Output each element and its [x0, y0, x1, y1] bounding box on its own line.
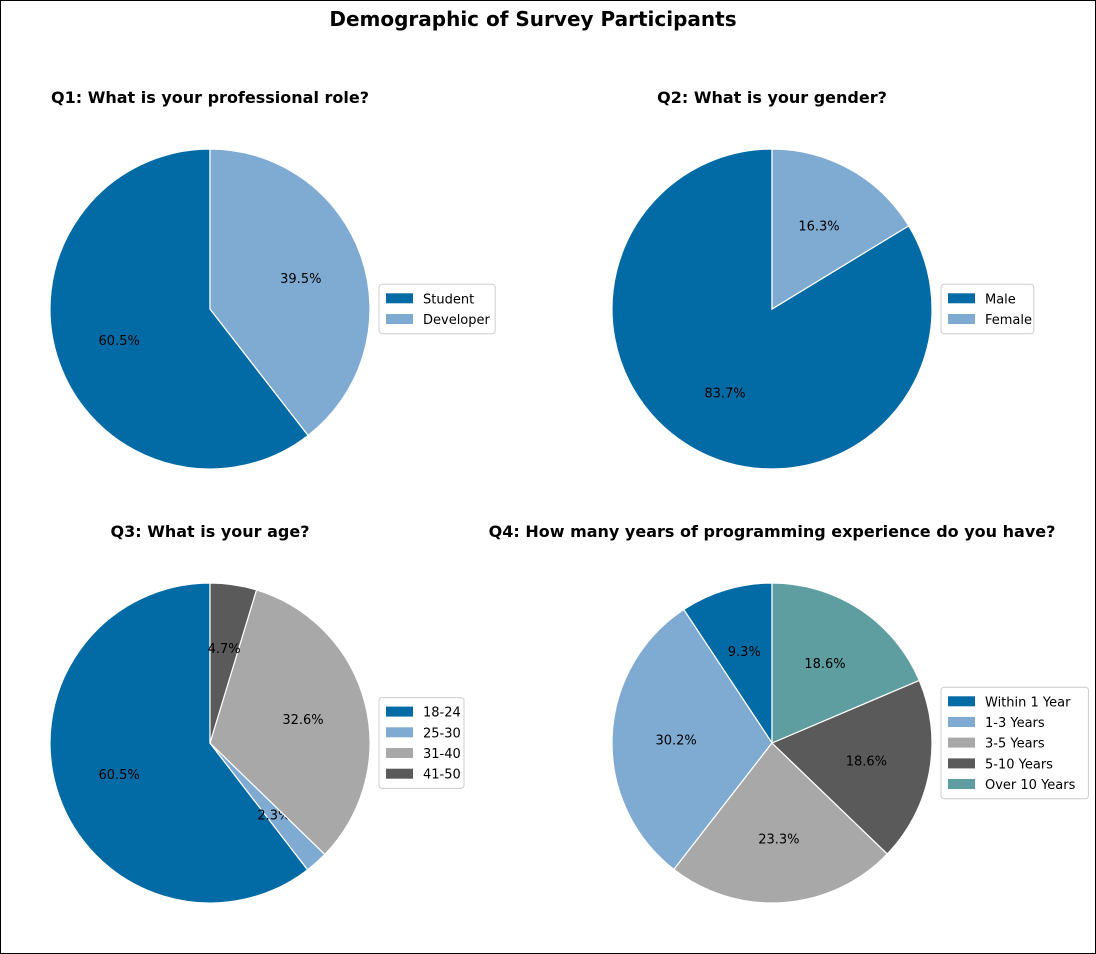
pie-chart-title: Q1: What is your professional role?	[51, 88, 369, 107]
pie-slice-percent-label: 18.6%	[846, 754, 887, 769]
pie-slice-developer	[209, 148, 371, 437]
legend: 18-24 25-30 31-40 41-50	[378, 697, 465, 789]
pie-slice-percent-label: 60.5%	[99, 334, 140, 349]
legend-entry: Female	[985, 313, 1032, 328]
legend-box	[378, 697, 465, 789]
pie-slice-female	[771, 148, 910, 311]
legend-entry: Within 1 Year	[985, 695, 1071, 710]
legend-entry: 31-40	[423, 747, 461, 762]
pie-slice-percent-label: 18.6%	[804, 657, 845, 672]
legend-swatch	[948, 758, 975, 769]
pie-chart-4: Q4: How many years of programming experi…	[489, 522, 1089, 904]
pie-slice-3-5-years	[673, 742, 889, 904]
legend-swatch	[948, 293, 975, 304]
legend-swatch	[386, 727, 413, 738]
legend-entry: Student	[423, 292, 474, 307]
legend: Within 1 Year 1-3 Years 3-5 Years 5-10 Year…	[940, 686, 1089, 800]
pie-chart-1: Q1: What is your professional role? 60.5%…	[49, 88, 496, 470]
legend-box	[940, 686, 1089, 800]
legend-swatch	[386, 706, 413, 717]
pie-slice-student	[49, 148, 309, 470]
legend-swatch	[386, 748, 413, 758]
pie-slice-percent-label: 60.5%	[98, 768, 139, 783]
legend-swatch	[948, 717, 975, 727]
figure-title: Demographic of Survey Participants	[329, 7, 737, 31]
pie-chart-title: Q3: What is your age?	[111, 522, 310, 541]
pie-slice-18-24	[49, 582, 309, 904]
legend-swatch	[386, 768, 413, 779]
legend-entry: 5-10 Years	[985, 757, 1053, 772]
pie-slice-percent-label: 39.5%	[280, 272, 321, 287]
legend-swatch	[948, 696, 975, 707]
pie-chart-2: Q2: What is your gender? 83.7% 16.3% Male Fe…	[611, 88, 1035, 470]
pie-slice-5-10-years	[770, 679, 933, 855]
legend-swatch	[948, 779, 975, 789]
legend-swatch	[948, 737, 975, 748]
pie-chart-title: Q4: How many years of programming experi…	[489, 522, 1056, 541]
legend-entry: 41-50	[423, 768, 461, 783]
legend-entry: 3-5 Years	[985, 737, 1045, 752]
pie-slice-31-40	[209, 589, 371, 856]
pie-slice-percent-label: 16.3%	[798, 219, 839, 234]
pie-slice-41-50	[209, 582, 258, 744]
legend-entry: Developer	[423, 313, 491, 328]
pie-slice-percent-label: 30.2%	[655, 733, 696, 748]
legend: Male Female	[940, 283, 1035, 335]
legend-entry: Over 10 Years	[985, 778, 1076, 793]
pie-chart-title: Q2: What is your gender?	[657, 88, 887, 107]
pie-slice-percent-label: 32.6%	[282, 713, 323, 728]
pie-slice-percent-label: 83.7%	[704, 387, 745, 402]
legend-entry: 1-3 Years	[985, 716, 1045, 731]
pie-slice-percent-label: 23.3%	[758, 833, 799, 848]
pie-slice-percent-label: 4.7%	[208, 642, 241, 657]
legend-swatch	[386, 293, 413, 304]
legend-swatch	[386, 314, 413, 324]
pie-chart-3: Q3: What is your age?60.5%2.3%32.6%4.7%1…	[49, 522, 465, 904]
legend-entry: Male	[985, 292, 1016, 307]
legend: Student Developer	[378, 283, 496, 335]
legend-entry: 18-24	[423, 706, 461, 721]
pie-slice-within-1-year	[682, 582, 773, 745]
pie-slice-1-3-years	[611, 608, 773, 871]
pie-slice-percent-label: 9.3%	[728, 645, 761, 660]
pie-slice-over-10-years	[771, 582, 921, 744]
legend-swatch	[948, 314, 975, 324]
legend-entry: 25-30	[423, 726, 461, 741]
